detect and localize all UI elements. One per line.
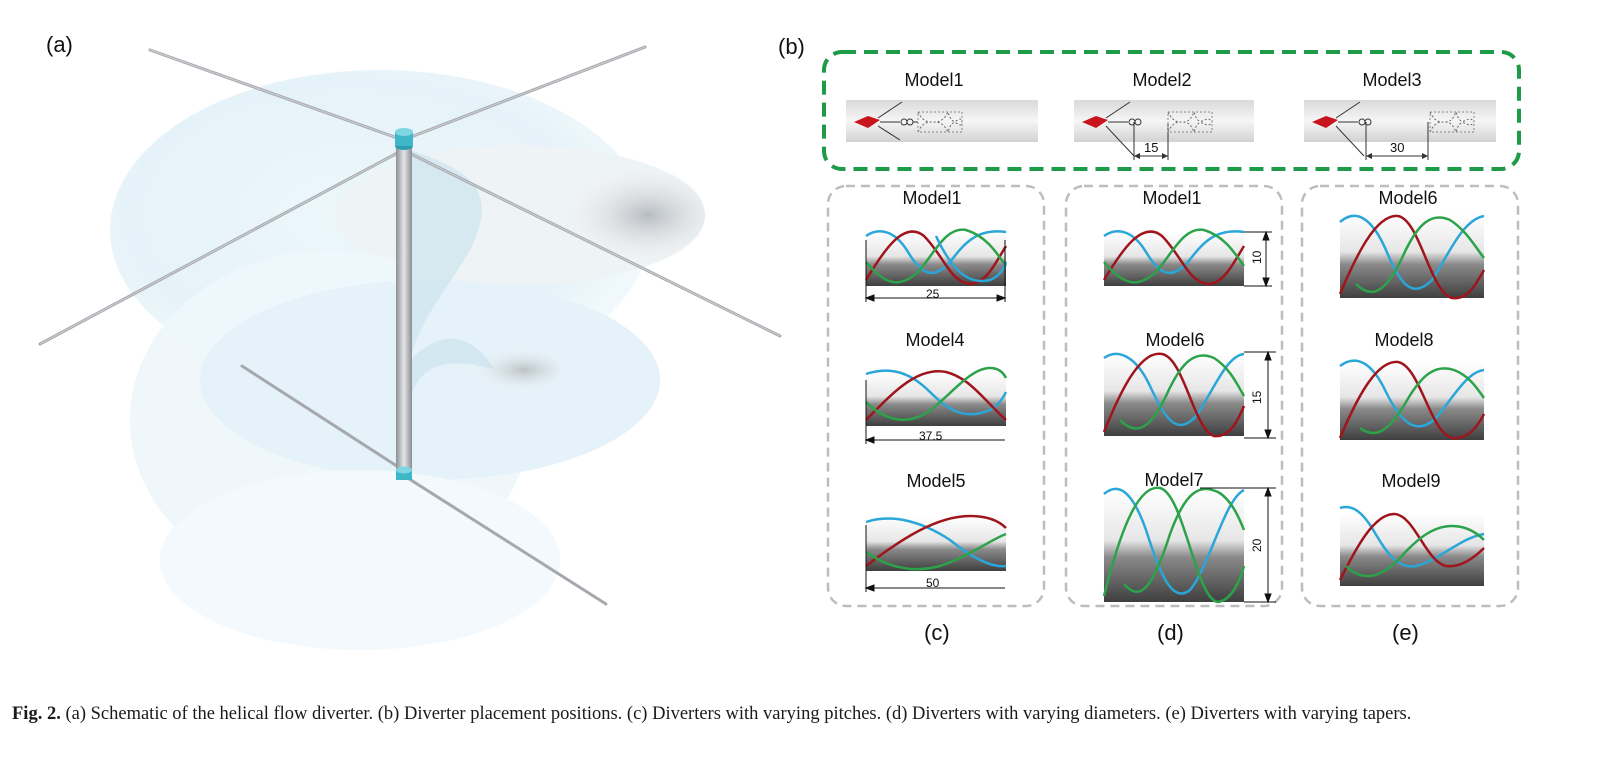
diameter-model-label: Model6 [1145,330,1205,350]
taper-model-label: Model6 [1378,188,1438,208]
pitch-model-label: Model1 [902,188,962,208]
pitch-dimension-label: 25 [926,287,940,301]
placement-model-label: Model2 [1132,70,1192,90]
caption-text: (a) Schematic of the helical flow divert… [60,704,1412,724]
group-frames [826,184,1520,608]
pitch-dimension-label: 50 [926,576,940,590]
panel-label-c: (c) [924,620,950,645]
diameter-dimension-label: 10 [1250,250,1264,264]
placement-offset-label: 30 [1390,140,1405,155]
figure-caption: Fig. 2. (a) Schematic of the helical flo… [12,700,1610,728]
placement-thumbnails [846,100,1496,160]
placement-model-label: Model3 [1362,70,1422,90]
panel-label-a: (a) [46,32,73,57]
panel-label-e: (e) [1392,620,1419,645]
pitch-dimension-label: 37.5 [919,429,943,443]
pitch-model-label: Model4 [905,330,965,350]
diameter-dimension-label: 15 [1250,390,1264,404]
caption-label: Fig. 2. [12,704,61,724]
diameter-model-label: Model1 [1142,188,1202,208]
diameter-dimension-label: 20 [1250,538,1264,552]
placement-frame [822,50,1521,171]
taper-model-label: Model8 [1374,330,1434,350]
helical-diverter-illustration [38,45,782,650]
panel-label-b: (b) [778,34,805,59]
placement-offset-label: 15 [1144,140,1159,155]
diameter-model-label: Model7 [1144,470,1204,490]
pitch-model-label: Model5 [906,471,966,491]
helix-renderings [864,214,1486,604]
panel-label-d: (d) [1157,620,1184,645]
placement-model-label: Model1 [904,70,964,90]
taper-model-label: Model9 [1381,471,1441,491]
